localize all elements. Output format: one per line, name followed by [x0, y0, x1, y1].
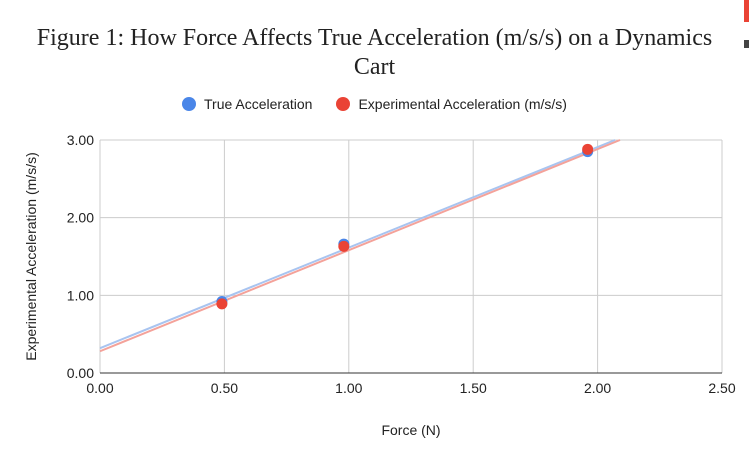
data-point-experimental: [216, 298, 228, 310]
legend-item-true-acceleration[interactable]: True Acceleration: [182, 96, 312, 112]
edge-artifact-decoration: [744, 0, 749, 461]
data-point-experimental: [338, 240, 350, 252]
chart-title-line-1: Figure 1: How Force Affects True Acceler…: [36, 25, 713, 51]
chart-title-line-2: Cart: [353, 54, 396, 80]
x-tick-label: 1.00: [335, 380, 362, 396]
point-layer: [216, 143, 594, 310]
legend-swatch-true: [182, 97, 197, 111]
y-axis-label: Experimental Acceleration (m/s/s): [23, 152, 39, 361]
y-tick-label: 0.00: [67, 365, 94, 381]
x-axis-label: Force (N): [381, 422, 440, 438]
tick-layer: 0.00 0.50 1.00 1.50 2.00 2.50 0.00 1.00 2.00 3.00: [67, 132, 736, 396]
trendline-layer: [99, 139, 621, 353]
x-tick-label: 2.50: [708, 380, 735, 396]
legend-item-experimental-acceleration[interactable]: Experimental Acceleration (m/s/s): [336, 96, 567, 112]
y-tick-label: 2.00: [67, 210, 94, 226]
legend-swatch-experimental: [336, 97, 351, 111]
x-tick-label: 2.00: [584, 380, 611, 396]
legend-label-true: True Acceleration: [204, 96, 313, 112]
data-point-experimental: [582, 143, 594, 155]
legend-label-experimental: Experimental Acceleration (m/s/s): [358, 96, 567, 112]
chart-title: Figure 1: How Force Affects True Acceler…: [0, 24, 749, 82]
trendline-true: [99, 139, 616, 350]
x-tick-label: 0.00: [86, 380, 113, 396]
chart-legend: True Acceleration Experimental Accelerat…: [0, 96, 749, 112]
y-tick-label: 3.00: [67, 132, 94, 148]
y-tick-label: 1.00: [67, 287, 94, 303]
x-tick-label: 1.50: [460, 380, 487, 396]
trendline-experimental: [99, 139, 621, 353]
grid-layer: [99, 139, 723, 374]
x-tick-label: 0.50: [211, 380, 238, 396]
